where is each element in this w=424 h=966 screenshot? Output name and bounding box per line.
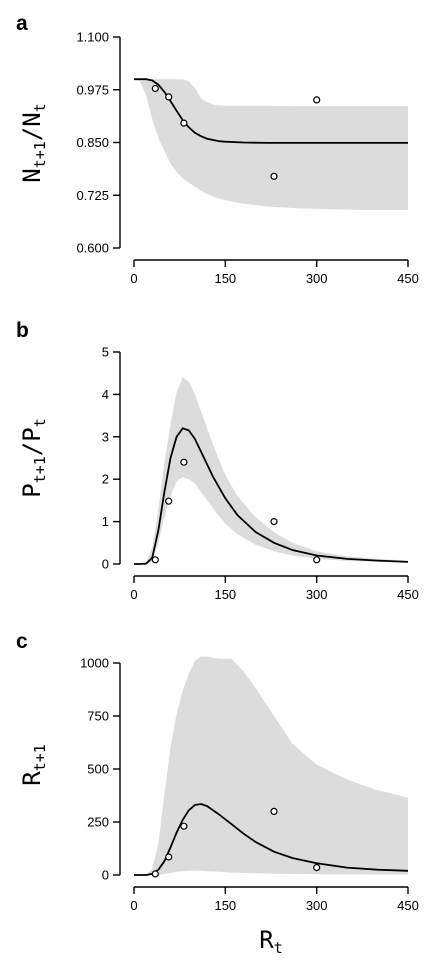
- uncertainty-band-b: [134, 377, 408, 564]
- x-tick-label-a: 150: [214, 271, 236, 286]
- x-tick-label-c: 150: [214, 898, 236, 913]
- x-tick-label-c: 0: [130, 898, 137, 913]
- y-tick-label-c: 750: [87, 709, 109, 724]
- x-tick-label-c: 450: [397, 898, 419, 913]
- y-tick-label-a: 0.850: [76, 135, 109, 150]
- x-tick-label-a: 300: [306, 271, 328, 286]
- data-point-a: [180, 119, 188, 127]
- x-tick-label-b: 300: [306, 587, 328, 602]
- panel-letter-c: c: [16, 630, 28, 653]
- data-point-b: [180, 458, 188, 466]
- y-axis-label-a: Nt+1/Nt: [18, 103, 49, 182]
- y-tick-label-b: 2: [102, 472, 109, 487]
- x-tick-label-c: 300: [306, 898, 328, 913]
- data-point-a: [313, 96, 321, 104]
- panel-letter-b: b: [16, 319, 29, 342]
- data-point-c: [165, 853, 173, 861]
- y-axis-label-c: Rt+1: [18, 744, 49, 786]
- y-tick-label-b: 4: [102, 387, 109, 402]
- data-point-b: [165, 497, 173, 505]
- panel-c: c Rt+1 Rt 0 250 500 750 1000 0 150 300 450: [16, 630, 419, 957]
- data-point-b: [151, 556, 159, 564]
- panel-letter-a: a: [16, 12, 28, 35]
- y-tick-label-c: 1000: [80, 656, 109, 671]
- data-point-b: [313, 556, 321, 564]
- data-point-c: [313, 863, 321, 872]
- data-point-c: [180, 822, 188, 830]
- x-tick-label-a: 0: [130, 271, 137, 286]
- panel-a: a Nt+1/Nt 0.600 0.725 0.850 0.975 1.100 0 150 3…: [16, 12, 419, 286]
- y-tick-label-a: 0.975: [76, 82, 109, 97]
- y-tick-label-c: 0: [102, 868, 109, 883]
- data-point-a: [165, 93, 173, 101]
- x-axis-label-c: Rt: [259, 926, 282, 957]
- y-tick-label-c: 500: [87, 762, 109, 777]
- y-tick-label-b: 0: [102, 557, 109, 572]
- data-point-a: [151, 84, 159, 93]
- y-tick-label-a: 1.100: [76, 30, 109, 45]
- fitted-curve-c: [134, 803, 409, 876]
- y-tick-label-a: 0.600: [76, 241, 109, 256]
- y-tick-label-b: 3: [102, 429, 109, 444]
- data-point-c: [270, 807, 278, 816]
- y-axis-label-b: Pt+1/Pt: [18, 418, 49, 497]
- y-tick-label-a: 0.725: [76, 188, 109, 203]
- y-tick-label-b: 1: [102, 514, 109, 529]
- uncertainty-band-c: [134, 656, 408, 875]
- data-point-a: [270, 172, 278, 180]
- x-tick-label-b: 150: [214, 587, 236, 602]
- x-tick-label-a: 450: [397, 271, 419, 286]
- fitted-curve-a: [134, 78, 408, 144]
- x-tick-label-b: 0: [130, 587, 137, 602]
- fitted-curve-b: [134, 427, 409, 565]
- y-tick-label-c: 250: [87, 815, 109, 830]
- data-point-c: [151, 870, 159, 878]
- uncertainty-band-a: [134, 79, 408, 210]
- x-tick-label-b: 450: [397, 587, 419, 602]
- data-point-b: [270, 517, 278, 526]
- y-tick-label-b: 5: [102, 345, 109, 360]
